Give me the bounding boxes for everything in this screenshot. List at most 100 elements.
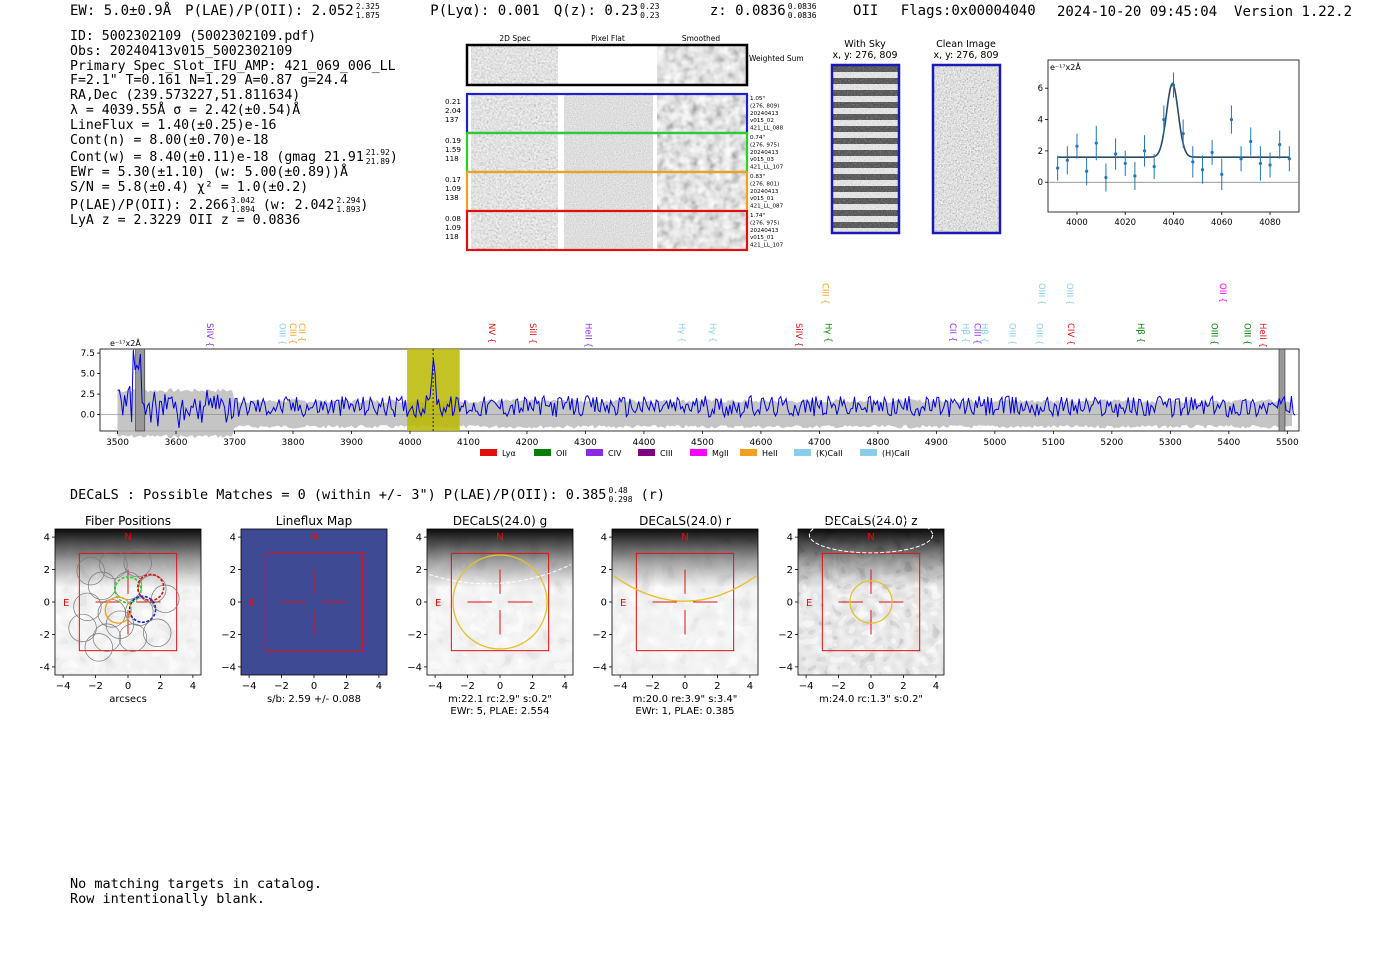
fiber-stat: 0.08 (445, 214, 461, 223)
version: Version 1.22.2 (1234, 4, 1353, 20)
map-title: DECaLS(24.0) r (639, 514, 731, 528)
fiber-frame (465, 209, 749, 252)
fiber-2dspec (471, 212, 558, 249)
fiber-stat: 2.04 (445, 106, 461, 115)
emission-line-label: Hγ { (707, 323, 717, 343)
map-ytick-label: 0 (416, 598, 422, 609)
header-bar: EW: 5.0±0.9Å P(LAE)/P(OII): 2.052 2.325 1.8… (70, 2, 1050, 20)
emission-line-label: HeII { (583, 323, 593, 348)
fiber-meta: 421_LL_107 (750, 165, 784, 171)
spectrum-xtick-label: 5500 (1276, 438, 1299, 448)
fiber-pixelflat (564, 212, 653, 249)
zoom-point (1094, 141, 1098, 145)
info-lineflux: LineFlux = 1.40(±0.25)e-16 (70, 117, 277, 133)
map-xtick-label: −4 (56, 681, 71, 692)
spectrum-xtick-label: 5100 (1042, 438, 1065, 448)
info-primary: Primary Spec_Slot_IFU_AMP: 421_069_006_L… (70, 58, 396, 74)
emission-line-label: HeII { (1257, 323, 1267, 348)
zoom-point (1133, 174, 1137, 178)
map-xtick-label: 0 (497, 681, 503, 692)
info-id: ID: 5002302109 (5002302109.pdf) (70, 29, 317, 44)
map-caption: s/b: 2.59 +/- 0.088 (267, 694, 361, 705)
map-xtick-label: 4 (562, 681, 568, 692)
emission-line-label: CIII { (287, 323, 297, 345)
fiber-meta: v015_01 (750, 196, 774, 202)
zoom-line-plot: e⁻¹⁷x2Å 4000 4020 4040 4060 4080 0 2 4 6 (1038, 59, 1300, 228)
fiber-pixelflat (564, 173, 653, 210)
qz-value: Q(z): 0.23 0.23 0.23 (553, 2, 660, 20)
source-ellipse (613, 575, 757, 602)
fiber-smoothed (657, 134, 747, 171)
map-ytick-label: −2 (592, 630, 607, 641)
map-xtick-label: −2 (274, 681, 289, 692)
fiber-meta: 1.74" (750, 213, 765, 219)
legend-swatch (860, 449, 877, 456)
legend-label: MgII (712, 449, 729, 458)
map-caption: m:20.0 re:3.9" s:3.4" (633, 694, 738, 705)
map-ytick-label: −4 (592, 662, 607, 673)
fiber-meta: 20240413 (750, 189, 779, 195)
fiber-meta: v015_02 (750, 118, 774, 124)
emission-line-label: OIII { (277, 323, 287, 345)
zoom-xtick-label: 4000 (1066, 218, 1088, 228)
emission-line-label: SiIV { (204, 323, 214, 347)
east-label: E (435, 598, 441, 609)
aperture-box (635, 552, 735, 652)
fiber-meta: 1.05" (750, 96, 765, 102)
zoom-point (1142, 149, 1147, 153)
zoom-point (1113, 152, 1118, 156)
aperture-box (450, 552, 550, 652)
map-ytick-label: −2 (407, 630, 422, 641)
footer-line1: No matching targets in catalog. (70, 876, 322, 892)
info-contw: Cont(w) = 8.40(±0.11)e-18 (gmag 21.91 21.… (70, 148, 398, 167)
legend-label: CIV (608, 449, 622, 458)
fiber-circle-blue (128, 595, 157, 624)
zoom-point (1056, 166, 1060, 170)
zoom-point (1181, 132, 1185, 136)
spectrum-xtick-label: 3500 (106, 438, 129, 448)
fiber-stat: 1.09 (445, 184, 461, 193)
flags-value: Flags:0x00004040 (900, 3, 1036, 19)
map-ytick-label: 4 (787, 533, 793, 544)
plae-value: P(LAE)/P(OII): 2.052 2.325 1.875 (185, 2, 380, 20)
emission-line-label: OIII { (1064, 283, 1074, 305)
fiber-2dspec (471, 173, 558, 210)
map-xtick-label: 0 (868, 681, 874, 692)
zoom-point (1268, 163, 1272, 167)
with-sky-coords: x, y: 276, 809 (832, 50, 897, 61)
fiber-pixelflat (564, 134, 653, 171)
ew-value: EW: 5.0±0.9Å (70, 3, 172, 19)
emission-line-label: OIII { (1208, 323, 1218, 345)
legend-swatch (794, 449, 811, 456)
emission-line-label: SiIV { (793, 323, 803, 347)
zoom-point (1065, 158, 1069, 162)
neighbor-ellipse (428, 564, 572, 585)
map-xtick-label: −2 (88, 681, 103, 692)
map-xtick-label: 2 (900, 681, 906, 692)
spectrum-xtick-label: 5000 (983, 438, 1006, 448)
north-label: N (124, 532, 131, 543)
spectrum-mask (1278, 348, 1286, 432)
cutout-shadow (798, 529, 944, 675)
zoom-point (1200, 168, 1205, 172)
map-panel: Fiber Positions N E −4 −4 −2 −2 0 0 2 2 4 4 arcsecs (40, 514, 202, 705)
east-label: E (806, 598, 812, 609)
spectrum-ytick-label: 7.5 (81, 349, 95, 359)
detection-info: ID: 5002302109 (5002302109.pdf) Obs: 202… (70, 29, 398, 229)
map-ytick-label: 0 (230, 598, 236, 609)
spectrum-xtick-label: 3800 (282, 438, 305, 448)
emission-line-label: OIII { (1034, 323, 1044, 345)
weighted-sum-row: Weighted Sum (465, 43, 804, 87)
map-panel: DECaLS(24.0) g N E −4 −4 −2 −2 0 0 2 2 4 4 m:22.1 rc:… (407, 514, 574, 717)
zoom-ytick-label: 0 (1038, 178, 1043, 188)
map-title: DECaLS(24.0) z (824, 514, 917, 528)
info-obs: Obs: 20240413v015_5002302109 (70, 43, 293, 59)
fiber-stat: 0.21 (445, 97, 461, 106)
map-ytick-label: −2 (40, 630, 50, 641)
fiber-meta: 20240413 (750, 111, 779, 117)
fiber-stat: 137 (445, 115, 459, 124)
map-ytick-label: −4 (221, 662, 236, 673)
fiber-meta: (276, 975) (750, 142, 779, 148)
north-label: N (681, 532, 688, 543)
